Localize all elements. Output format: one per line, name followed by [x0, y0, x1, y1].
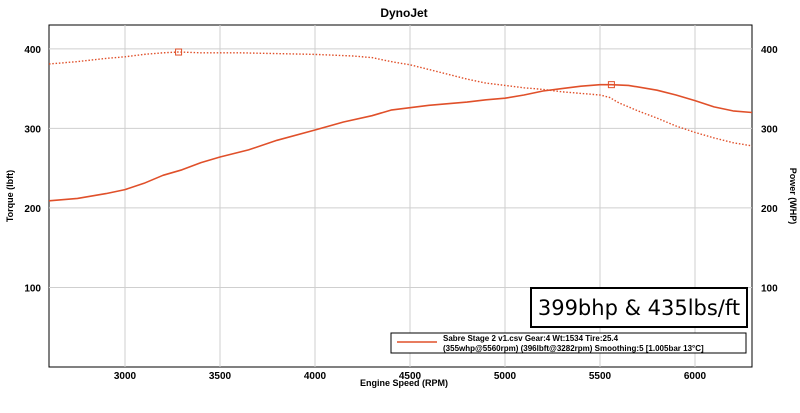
banner-box	[530, 287, 748, 328]
y-tick-label-right: 300	[761, 124, 778, 135]
legend-line-1: Sabre Stage 2 v1.csv Gear:4 Wt:1534 Tire…	[443, 334, 619, 343]
legend-line-2: (355whp@5560rpm) (396lbft@3282rpm) Smoot…	[443, 344, 704, 353]
peak-marker	[607, 81, 615, 89]
torque-line	[48, 51, 753, 147]
y-axis-left-label: Torque (lbft)	[5, 170, 15, 222]
chart-title: DynoJet	[380, 6, 427, 20]
y-tick-label-left: 200	[24, 204, 41, 215]
tick-labels: 3000 3500 4000 4500 5000 5500 6000 100 100 200 200…	[24, 45, 778, 382]
y-tick-label-left: 100	[24, 283, 41, 294]
y-tick-label-right: 200	[761, 204, 778, 215]
power-line	[48, 83, 753, 202]
x-tick-label: 4000	[304, 371, 327, 382]
legend: Sabre Stage 2 v1.csv Gear:4 Wt:1534 Tire…	[390, 332, 747, 354]
banner-text: 399bhp & 435lbs/ft	[538, 296, 740, 320]
x-tick-label: 6000	[684, 371, 707, 382]
y-tick-label-right: 100	[761, 283, 778, 294]
x-tick-label: 3500	[209, 371, 232, 382]
y-tick-label-left: 300	[24, 124, 41, 135]
power-banner: 399bhp & 435lbs/ft	[530, 287, 748, 328]
series-markers	[175, 48, 615, 89]
x-tick-label: 4500	[399, 371, 422, 382]
y-tick-label-left: 400	[24, 45, 41, 56]
y-tick-label-right: 400	[761, 45, 778, 56]
peak-marker	[175, 48, 183, 56]
legend-box	[390, 332, 747, 354]
y-axis-right-label: Power (WHP)	[788, 168, 798, 225]
x-tick-label: 5000	[494, 371, 517, 382]
series-lines	[48, 51, 753, 202]
x-tick-label: 5500	[589, 371, 612, 382]
x-tick-label: 3000	[114, 371, 137, 382]
x-axis-label: Engine Speed (RPM)	[360, 378, 448, 388]
